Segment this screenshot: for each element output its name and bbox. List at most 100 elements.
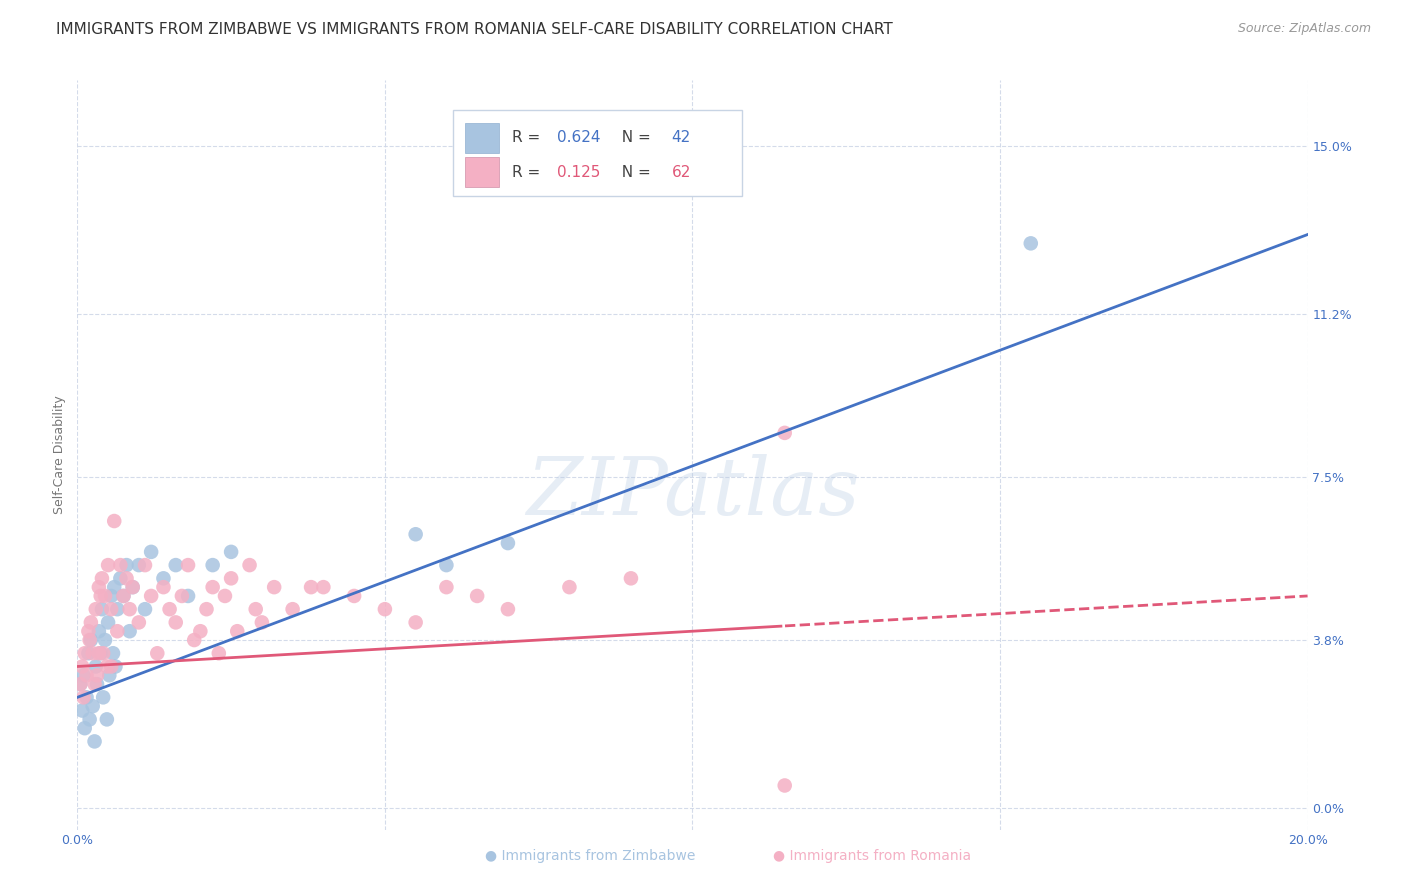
- Point: [76, 690, 98, 705]
- Point: [219, 571, 242, 585]
- Point: [97, 615, 120, 630]
- Point: [73, 646, 96, 660]
- Point: [80, 633, 103, 648]
- Point: [405, 615, 427, 630]
- Text: R =: R =: [512, 130, 544, 145]
- Point: [83, 677, 105, 691]
- Point: [146, 646, 169, 660]
- Point: [105, 602, 128, 616]
- Point: [219, 545, 242, 559]
- Point: [299, 580, 322, 594]
- Point: [177, 589, 200, 603]
- Text: Source: ZipAtlas.com: Source: ZipAtlas.com: [1237, 22, 1371, 36]
- Point: [103, 580, 125, 594]
- Point: [141, 589, 163, 603]
- Point: [76, 668, 98, 682]
- Point: [183, 633, 205, 648]
- Point: [214, 589, 236, 603]
- Text: ● Immigrants from Zimbabwe: ● Immigrants from Zimbabwe: [485, 849, 696, 863]
- Point: [112, 589, 135, 603]
- Point: [110, 571, 132, 585]
- Point: [496, 602, 519, 616]
- Point: [343, 589, 366, 603]
- Point: [263, 580, 285, 594]
- FancyBboxPatch shape: [465, 157, 499, 187]
- Point: [436, 580, 458, 594]
- Point: [118, 624, 141, 639]
- Point: [152, 580, 174, 594]
- Text: 62: 62: [672, 165, 690, 180]
- Point: [87, 580, 110, 594]
- Point: [118, 602, 141, 616]
- Point: [82, 699, 104, 714]
- Point: [79, 633, 101, 648]
- Point: [87, 646, 110, 660]
- Point: [121, 580, 143, 594]
- Point: [72, 690, 94, 705]
- Point: [773, 779, 796, 793]
- Point: [250, 615, 273, 630]
- Point: [91, 690, 114, 705]
- Point: [101, 646, 124, 660]
- Point: [239, 558, 262, 573]
- Text: ZIPatlas: ZIPatlas: [526, 454, 859, 531]
- Text: IMMIGRANTS FROM ZIMBABWE VS IMMIGRANTS FROM ROMANIA SELF-CARE DISABILITY CORRELA: IMMIGRANTS FROM ZIMBABWE VS IMMIGRANTS F…: [56, 22, 893, 37]
- Point: [188, 624, 212, 639]
- Point: [79, 712, 101, 726]
- Point: [105, 624, 128, 639]
- Point: [115, 558, 138, 573]
- Point: [152, 571, 174, 585]
- Point: [170, 589, 193, 603]
- Point: [165, 558, 187, 573]
- Text: 42: 42: [672, 130, 690, 145]
- Point: [98, 668, 121, 682]
- Point: [245, 602, 267, 616]
- FancyBboxPatch shape: [465, 123, 499, 153]
- Point: [201, 580, 224, 594]
- Point: [312, 580, 335, 594]
- Point: [773, 425, 796, 440]
- Point: [90, 646, 112, 660]
- Point: [91, 646, 114, 660]
- Point: [405, 527, 427, 541]
- Point: [121, 580, 143, 594]
- Point: [72, 668, 94, 682]
- Point: [94, 633, 117, 648]
- Point: [104, 659, 127, 673]
- Point: [70, 704, 93, 718]
- Point: [195, 602, 218, 616]
- Point: [620, 571, 643, 585]
- Point: [128, 615, 150, 630]
- Point: [134, 602, 156, 616]
- Point: [226, 624, 249, 639]
- FancyBboxPatch shape: [453, 111, 742, 196]
- Point: [201, 558, 224, 573]
- Point: [90, 589, 112, 603]
- Text: 0.624: 0.624: [557, 130, 600, 145]
- Point: [84, 659, 107, 673]
- Point: [77, 624, 100, 639]
- Point: [69, 677, 91, 691]
- Point: [115, 571, 138, 585]
- Point: [1019, 236, 1042, 251]
- Y-axis label: Self-Care Disability: Self-Care Disability: [53, 395, 66, 515]
- Point: [70, 659, 93, 673]
- Point: [110, 558, 132, 573]
- Point: [77, 646, 100, 660]
- Point: [84, 602, 107, 616]
- Point: [86, 668, 108, 682]
- Point: [100, 602, 122, 616]
- Point: [90, 571, 114, 585]
- Point: [436, 558, 458, 573]
- Point: [177, 558, 200, 573]
- Point: [100, 589, 122, 603]
- Point: [281, 602, 304, 616]
- Point: [159, 602, 181, 616]
- Text: R =: R =: [512, 165, 544, 180]
- Point: [94, 589, 117, 603]
- Text: ● Immigrants from Romania: ● Immigrants from Romania: [773, 849, 970, 863]
- Point: [496, 536, 519, 550]
- Point: [112, 589, 135, 603]
- Point: [165, 615, 187, 630]
- Point: [134, 558, 156, 573]
